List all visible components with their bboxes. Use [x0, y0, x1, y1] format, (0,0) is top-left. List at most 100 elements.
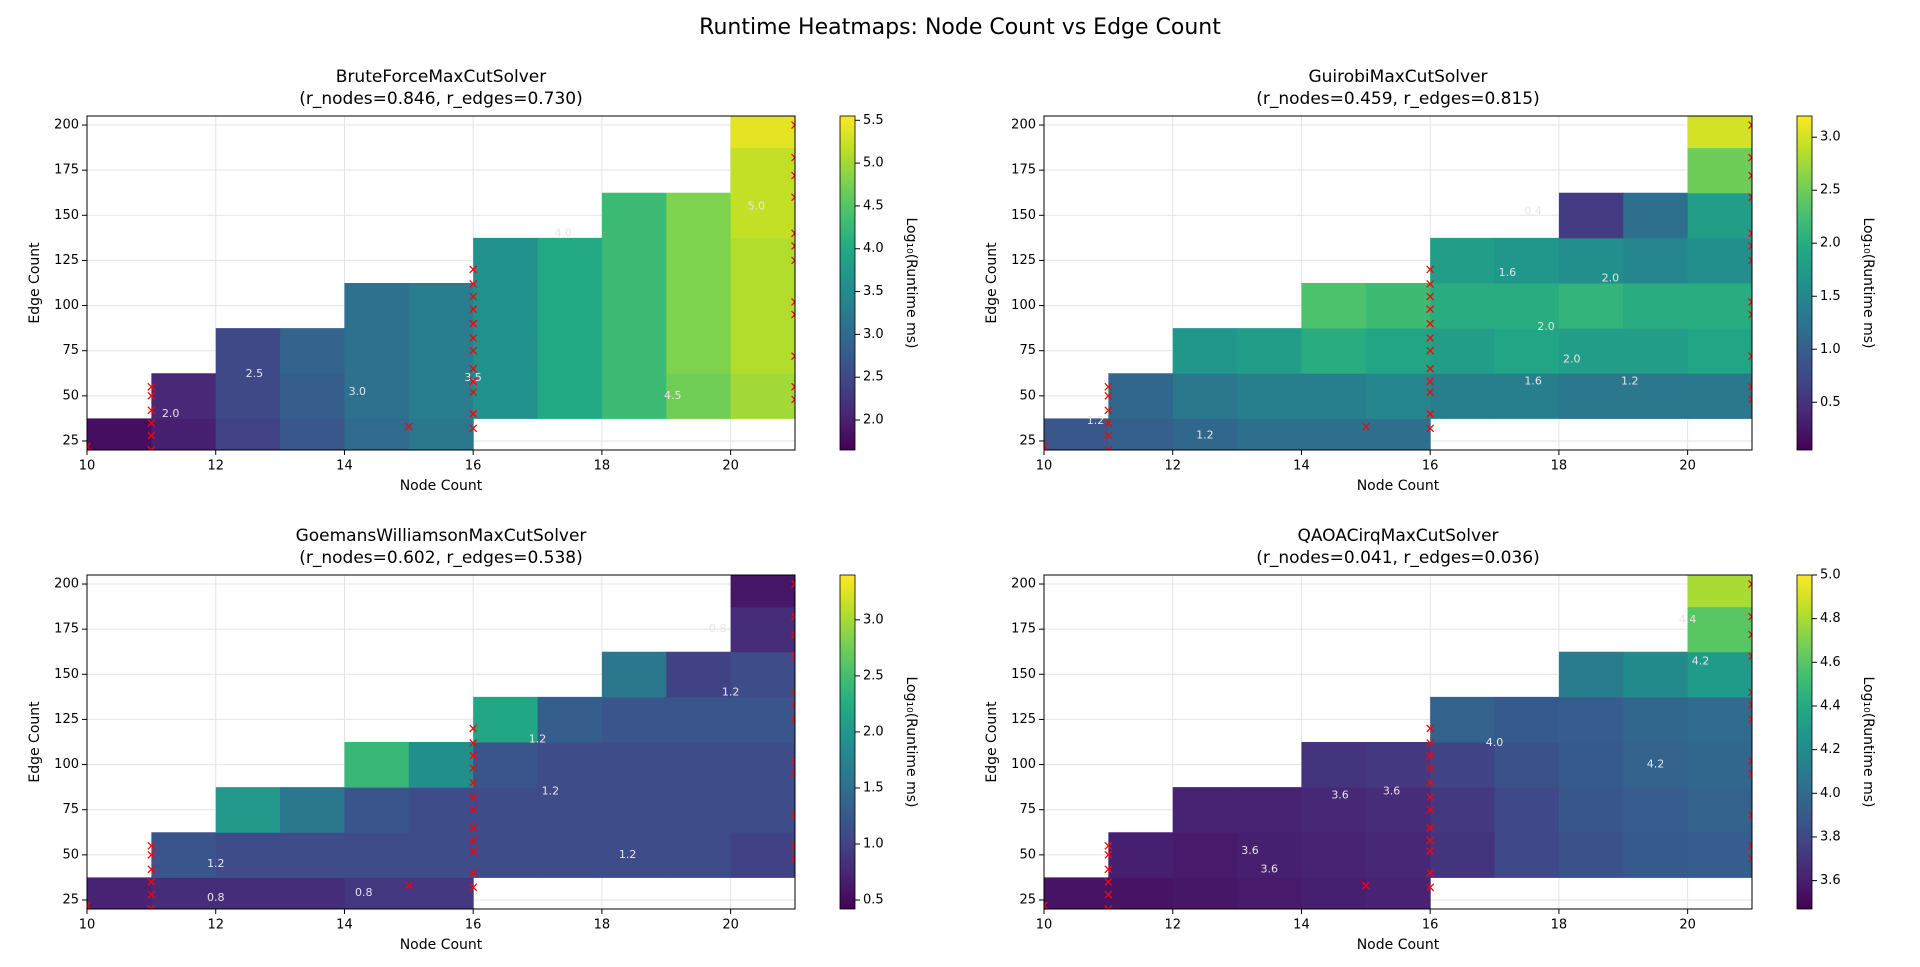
sample-marker	[1426, 805, 1435, 814]
heatmap-cell	[1494, 373, 1560, 419]
y-tick-label: 100	[54, 757, 79, 772]
x-axis-label: Node Count	[1357, 937, 1440, 953]
x-axis-label: Node Count	[1357, 478, 1440, 494]
sample-marker	[147, 418, 156, 427]
heatmap-cell	[1687, 373, 1752, 419]
y-tick-label: 125	[54, 712, 79, 727]
heatmap-cell	[1687, 192, 1752, 239]
heatmap-cell	[408, 328, 474, 374]
x-tick-label: 12	[207, 918, 224, 933]
heatmap-cell	[344, 832, 410, 878]
contour-label: 3.0	[349, 385, 367, 398]
y-tick-label: 150	[54, 667, 79, 682]
sample-marker	[1426, 847, 1435, 856]
sample-marker	[1748, 121, 1752, 129]
y-tick-label: 200	[1011, 577, 1036, 592]
sample-marker	[1748, 630, 1752, 639]
heatmap-cell	[1494, 787, 1560, 833]
y-tick-label: 125	[1011, 712, 1036, 727]
sample-marker	[1748, 756, 1752, 765]
heatmap-cell	[666, 651, 732, 698]
heatmap-cell	[1430, 696, 1496, 743]
heatmap-cell	[1172, 787, 1238, 833]
sample-marker	[469, 377, 478, 386]
heatmap-cell	[1430, 328, 1496, 374]
sample-marker	[147, 865, 156, 874]
y-tick-label: 75	[1019, 343, 1036, 358]
contour-label: 4.5	[664, 389, 682, 402]
x-tick-label: 16	[465, 918, 482, 933]
heatmap-cell	[1365, 742, 1431, 788]
heatmap-cell	[1623, 373, 1689, 419]
sample-marker	[147, 905, 156, 909]
heatmap-cell	[1558, 237, 1624, 284]
heatmap-cell	[1430, 832, 1496, 878]
heatmap-cell	[1172, 328, 1238, 374]
sample-marker	[1104, 905, 1113, 909]
sample-marker	[1748, 580, 1752, 588]
sample-marker	[1426, 279, 1435, 288]
sample-marker	[469, 751, 478, 760]
heatmap-cell	[344, 787, 410, 833]
colorbar-tick-label: 2.0	[863, 724, 884, 739]
heatmap-cell	[601, 192, 667, 239]
sample-marker	[1426, 836, 1435, 845]
x-tick-label: 16	[465, 459, 482, 474]
contour-label: 4.2	[1647, 758, 1665, 771]
sample-marker	[1361, 422, 1370, 431]
sample-marker	[791, 382, 795, 391]
contour-label: 4.0	[1486, 736, 1504, 749]
colorbar-tick-label: 4.8	[1820, 611, 1841, 626]
y-tick-label: 200	[54, 118, 79, 133]
heatmap-cell	[537, 373, 603, 419]
sample-marker	[469, 883, 478, 892]
subplot: QAOACirqMaxCutSolver(r_nodes=0.041, r_ed…	[984, 526, 1876, 953]
sample-marker	[147, 877, 156, 886]
sample-marker	[147, 850, 156, 859]
sample-marker	[469, 868, 478, 877]
heatmap-cell	[1301, 418, 1367, 450]
colorbar-tick-label: 4.5	[863, 198, 884, 213]
sample-marker	[1426, 724, 1435, 733]
heatmap-cell	[408, 418, 474, 450]
x-tick-label: 10	[79, 918, 96, 933]
sample-marker	[1104, 890, 1113, 899]
heatmap-cell	[215, 373, 281, 419]
sample-marker	[1426, 823, 1435, 832]
heatmap-cell	[1558, 742, 1624, 788]
heatmap-cell	[344, 373, 410, 419]
x-tick-label: 20	[722, 459, 739, 474]
sample-marker	[469, 319, 478, 328]
y-axis-label: Edge Count	[984, 701, 1000, 783]
sample-marker	[791, 297, 795, 306]
heatmap-cell	[1237, 787, 1302, 833]
sample-marker	[469, 279, 478, 288]
heatmap-cell	[1044, 418, 1109, 450]
heatmap-cell	[1623, 328, 1689, 374]
heatmap-cell	[730, 832, 795, 878]
sample-marker	[1426, 751, 1435, 760]
y-tick-label: 100	[1011, 757, 1036, 772]
sample-marker	[1748, 229, 1752, 238]
heatmap-cell	[1301, 877, 1367, 909]
heatmap-cell	[280, 787, 345, 833]
x-tick-label: 18	[1551, 918, 1568, 933]
heatmap-cell	[1365, 328, 1431, 374]
sample-marker	[1426, 364, 1435, 373]
sample-marker	[1748, 310, 1752, 319]
sample-marker	[147, 406, 156, 415]
y-tick-label: 200	[54, 577, 79, 592]
colorbar	[1796, 115, 1813, 451]
contour-label: 1.2	[542, 785, 560, 798]
heatmap-cell	[280, 877, 345, 909]
contour-label: 2.0	[1602, 271, 1620, 284]
heatmap-cell	[1301, 283, 1367, 329]
contour-label: 1.2	[722, 685, 740, 698]
sample-marker	[469, 292, 478, 301]
sample-marker	[1426, 334, 1435, 343]
heatmap-cell	[1301, 787, 1367, 833]
colorbar-tick-label: 3.0	[863, 327, 884, 342]
y-tick-label: 50	[1019, 847, 1036, 862]
heatmap-cell	[1172, 877, 1238, 909]
